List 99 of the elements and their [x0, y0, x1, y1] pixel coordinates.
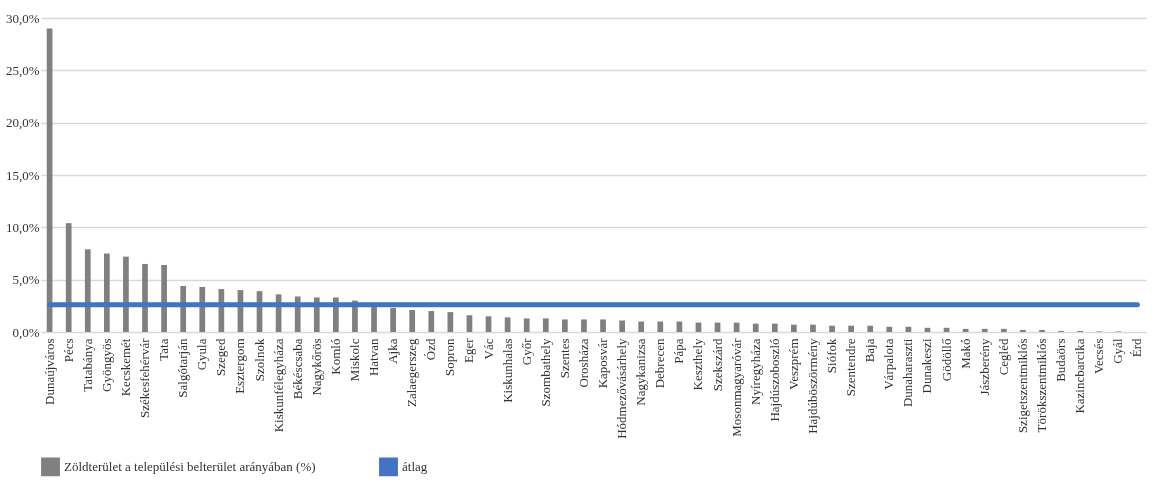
bar: [65, 223, 72, 332]
x-tick-label: Esztergom: [232, 338, 248, 394]
x-tick-label: Kecskemét: [117, 338, 133, 397]
bar: [84, 249, 91, 332]
bar: [848, 325, 855, 332]
bar: [180, 285, 187, 332]
x-tick-label: Székesfehérvár: [137, 337, 153, 418]
legend-label: Zöldterület a települési belterület arányában (%): [64, 458, 316, 474]
bar: [123, 256, 129, 332]
x-tick-label: Debrecen: [652, 338, 668, 389]
bar: [161, 265, 167, 332]
x-tick-label: Keszthely: [690, 338, 706, 391]
y-tick-label: 25,0%: [5, 62, 40, 78]
bar: [791, 324, 797, 332]
x-tick-label: Mosonmagyaróvár: [728, 337, 744, 437]
x-tick-label: Salgótarján: [175, 338, 191, 398]
x-tick-label: Kazincbarcika: [1072, 338, 1088, 414]
x-tick-label: Baja: [862, 338, 878, 363]
x-tick-label: Jászberény: [976, 338, 992, 396]
bar: [752, 323, 759, 332]
bar: [829, 325, 835, 332]
bar: [867, 325, 874, 332]
x-tick-label: Gyöngyös: [98, 338, 114, 392]
bar: [581, 319, 587, 332]
x-tick-label: Pápa: [671, 338, 687, 364]
x-tick-label: Gyula: [194, 338, 210, 371]
x-tick-label: Veszprém: [785, 338, 801, 390]
x-tick-label: Budaörs: [1053, 338, 1069, 382]
x-tick-label: Nagykanizsa: [633, 338, 649, 406]
x-tick-label: Dunaújváros: [41, 338, 57, 405]
x-tick-label: Orosháza: [575, 338, 591, 388]
x-tick-label: Makó: [957, 338, 973, 369]
x-tick-label: Tata: [156, 338, 172, 361]
x-tick-label: Békéscsaba: [289, 338, 305, 400]
y-tick-label: 30,0%: [5, 10, 40, 26]
bar: [771, 323, 778, 332]
x-tick-label: Gyál: [1110, 338, 1126, 364]
bar: [886, 326, 893, 332]
x-tick-label: Eger: [461, 337, 477, 364]
x-tick-label: Kaposvár: [595, 337, 611, 389]
bar: [981, 328, 988, 332]
bar: [962, 328, 969, 332]
y-tick-label: 20,0%: [5, 115, 40, 131]
x-tick-label: Hódmezővásárhely: [614, 338, 630, 439]
x-tick-label: Törökszentmiklós: [1033, 338, 1049, 433]
y-tick-label: 5,0%: [12, 272, 40, 288]
y-tick-label: 0,0%: [12, 324, 40, 340]
bar: [562, 319, 568, 332]
x-tick-label: Vác: [480, 338, 496, 360]
x-tick-label: Szentendre: [843, 338, 859, 397]
x-tick-label: Várpalota: [881, 338, 897, 390]
x-tick-label: Sopron: [442, 338, 458, 377]
x-tick-label: Kiskunfélegyháza: [270, 338, 286, 433]
bar: [638, 321, 645, 332]
x-tick-label: Kiskunhalas: [499, 338, 515, 403]
x-tick-label: Ózd: [423, 338, 439, 361]
x-tick-label: Szeged: [213, 338, 229, 377]
bar: [1039, 329, 1045, 332]
x-tick-label: Szolnok: [251, 338, 267, 382]
x-tick-label: Komló: [327, 338, 343, 375]
x-tick-label: Miskolc: [346, 338, 362, 382]
bar: [103, 253, 110, 332]
x-tick-label: Hajdúszoboszló: [766, 338, 782, 422]
x-tick-label: Nagykőrös: [308, 338, 324, 396]
x-tick-label: Gödöllő: [938, 338, 954, 382]
x-tick-label: Érd: [1129, 338, 1145, 358]
bar: [371, 304, 377, 332]
bar: [428, 311, 435, 332]
bar: [542, 318, 549, 332]
x-tick-label: Győr: [518, 337, 534, 366]
x-tick-label: Szentes: [556, 338, 572, 379]
bar: [619, 320, 625, 332]
bar: [142, 263, 148, 332]
bar: [657, 321, 664, 332]
x-tick-label: Ajka: [385, 338, 401, 364]
bar: [1020, 329, 1026, 332]
x-tick-label: Szigetszentmiklós: [1014, 338, 1030, 434]
bar: [390, 307, 396, 332]
bar: [810, 324, 816, 332]
bar: [1000, 328, 1007, 332]
x-tick-label: Siófok: [824, 338, 840, 374]
legend-label: átlag: [402, 458, 428, 474]
x-tick-label: Dunakeszi: [919, 338, 935, 394]
y-tick-label: 15,0%: [5, 167, 40, 183]
x-tick-label: Tatabánya: [79, 338, 95, 392]
x-tick-label: Nyíregyháza: [747, 338, 763, 405]
x-tick-label: Szekszárd: [709, 338, 725, 392]
x-tick-label: Szombathely: [537, 338, 553, 407]
bar: [600, 319, 606, 332]
x-tick-label: Vecsés: [1091, 338, 1107, 374]
bar: [409, 310, 416, 332]
x-tick-label: Cegléd: [995, 338, 1011, 376]
y-tick-label: 10,0%: [5, 219, 40, 235]
x-tick-label: Zalaegerszeg: [404, 338, 420, 408]
bar: [523, 318, 530, 332]
x-tick-label: Dunaharaszti: [900, 338, 916, 408]
x-tick-label: Hajdúböszörmény: [804, 338, 820, 434]
x-tick-label: Hatvan: [366, 338, 382, 377]
x-tick-label: Pécs: [60, 338, 76, 363]
